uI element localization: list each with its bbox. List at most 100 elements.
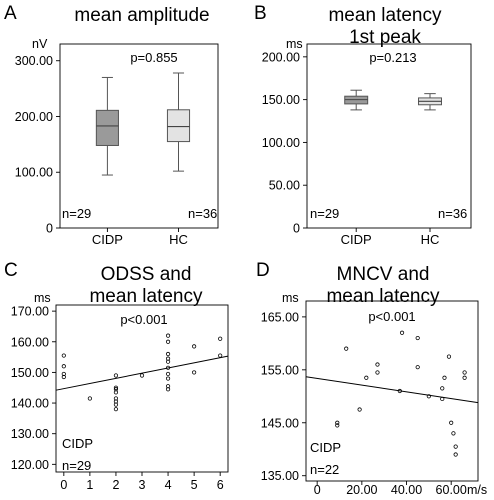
n-label: n=36 <box>188 206 217 221</box>
x-tick-label: 5 <box>191 478 198 492</box>
data-point <box>192 344 197 349</box>
data-point <box>415 335 420 341</box>
y-unit-label: ms <box>282 291 299 305</box>
chart-title-line: 1st peak <box>349 27 421 48</box>
data-point <box>87 396 92 401</box>
data-point <box>113 407 119 412</box>
x-category-label: CIDP <box>341 232 372 247</box>
data-point <box>165 359 171 364</box>
box-hc <box>166 72 191 172</box>
data-point <box>335 420 340 425</box>
y-tick-label: 0 <box>293 222 300 236</box>
x-tick-label: 4 <box>165 478 172 492</box>
data-point <box>165 339 171 344</box>
x-tick-label: 40.00 <box>391 483 422 497</box>
x-tick-label: 20.00 <box>346 483 377 497</box>
data-point <box>440 386 445 391</box>
plot-frame <box>305 300 479 482</box>
regression-line <box>55 355 229 391</box>
x-unit-label: m/s <box>467 483 487 497</box>
data-point <box>446 354 452 359</box>
y-tick-label: 150.00 <box>11 366 49 380</box>
data-point <box>375 362 380 367</box>
data-point <box>61 353 66 358</box>
data-point <box>165 387 171 392</box>
chart-title-line: mean amplitude <box>74 5 209 26</box>
data-point <box>453 452 458 457</box>
chart-title-line: mean latency <box>326 286 440 307</box>
chart-title-line: ODSS and <box>101 264 192 285</box>
data-point <box>139 373 145 378</box>
data-point <box>113 402 119 407</box>
data-point <box>462 375 467 380</box>
regression-line <box>305 376 479 404</box>
box-hc <box>418 93 442 111</box>
panel-letter-c: C <box>4 260 18 281</box>
data-point <box>440 396 445 402</box>
y-tick-label: 165.00 <box>261 310 299 324</box>
iqr-box <box>166 109 191 143</box>
data-point <box>192 370 197 375</box>
chart-title-line: mean latency <box>89 286 203 307</box>
data-point <box>165 376 171 381</box>
y-tick-label: 145.00 <box>261 416 299 430</box>
data-point <box>453 444 458 449</box>
data-point <box>364 375 369 380</box>
panel-a: mean amplitude nV 0 100.00 200.00 300.00 p=0.8… <box>15 5 219 247</box>
p-value-label: p=0.855 <box>130 50 177 65</box>
y-unit-label: ms <box>286 37 303 51</box>
data-point <box>113 385 119 390</box>
y-tick-label: 120.00 <box>11 458 49 472</box>
y-tick-label: 0 <box>46 222 53 236</box>
data-point <box>218 336 223 341</box>
p-value-label: p<0.001 <box>368 309 415 324</box>
n-label: n=22 <box>310 462 339 477</box>
data-point <box>113 373 119 378</box>
data-point <box>61 364 66 369</box>
data-point <box>113 390 119 395</box>
y-tick-label: 300.00 <box>15 54 53 68</box>
y-tick-label: 155.00 <box>261 363 299 377</box>
x-tick-label: 0 <box>60 478 67 492</box>
y-tick-label: 100.00 <box>262 136 300 150</box>
y-tick-label: 200.00 <box>262 50 300 64</box>
y-tick-label: 170.00 <box>11 305 49 319</box>
data-point <box>357 407 362 412</box>
data-point <box>61 374 66 380</box>
y-tick-label: 50.00 <box>269 179 300 193</box>
plot-frame <box>59 43 219 229</box>
n-label: n=29 <box>62 458 91 473</box>
x-category-label: HC <box>421 232 440 247</box>
data-point <box>165 333 171 338</box>
y-tick-label: 130.00 <box>11 427 49 441</box>
panel-letter-d: D <box>256 260 270 281</box>
data-point <box>449 420 454 425</box>
n-label: n=29 <box>310 206 339 221</box>
box-cidp <box>344 89 369 111</box>
data-point <box>451 431 456 436</box>
x-category-label: HC <box>169 232 188 247</box>
x-tick-label: 60.00 <box>436 483 467 497</box>
y-tick-label: 135.00 <box>261 469 299 483</box>
x-tick-label: 2 <box>112 478 119 492</box>
y-tick-label: 200.00 <box>15 110 53 124</box>
y-tick-label: 160.00 <box>11 335 49 349</box>
box-cidp <box>95 76 119 176</box>
group-label: CIDP <box>310 440 341 455</box>
data-point <box>218 353 223 358</box>
data-point <box>426 394 431 399</box>
data-point <box>415 365 420 370</box>
data-point <box>165 371 171 377</box>
p-value-label: p<0.001 <box>120 312 167 327</box>
data-point <box>165 351 171 357</box>
x-category-label: CIDP <box>92 232 123 247</box>
data-point <box>462 370 467 375</box>
data-point <box>399 330 405 335</box>
chart-title-line: MNCV and <box>337 264 430 285</box>
y-tick-label: 100.00 <box>15 166 53 180</box>
